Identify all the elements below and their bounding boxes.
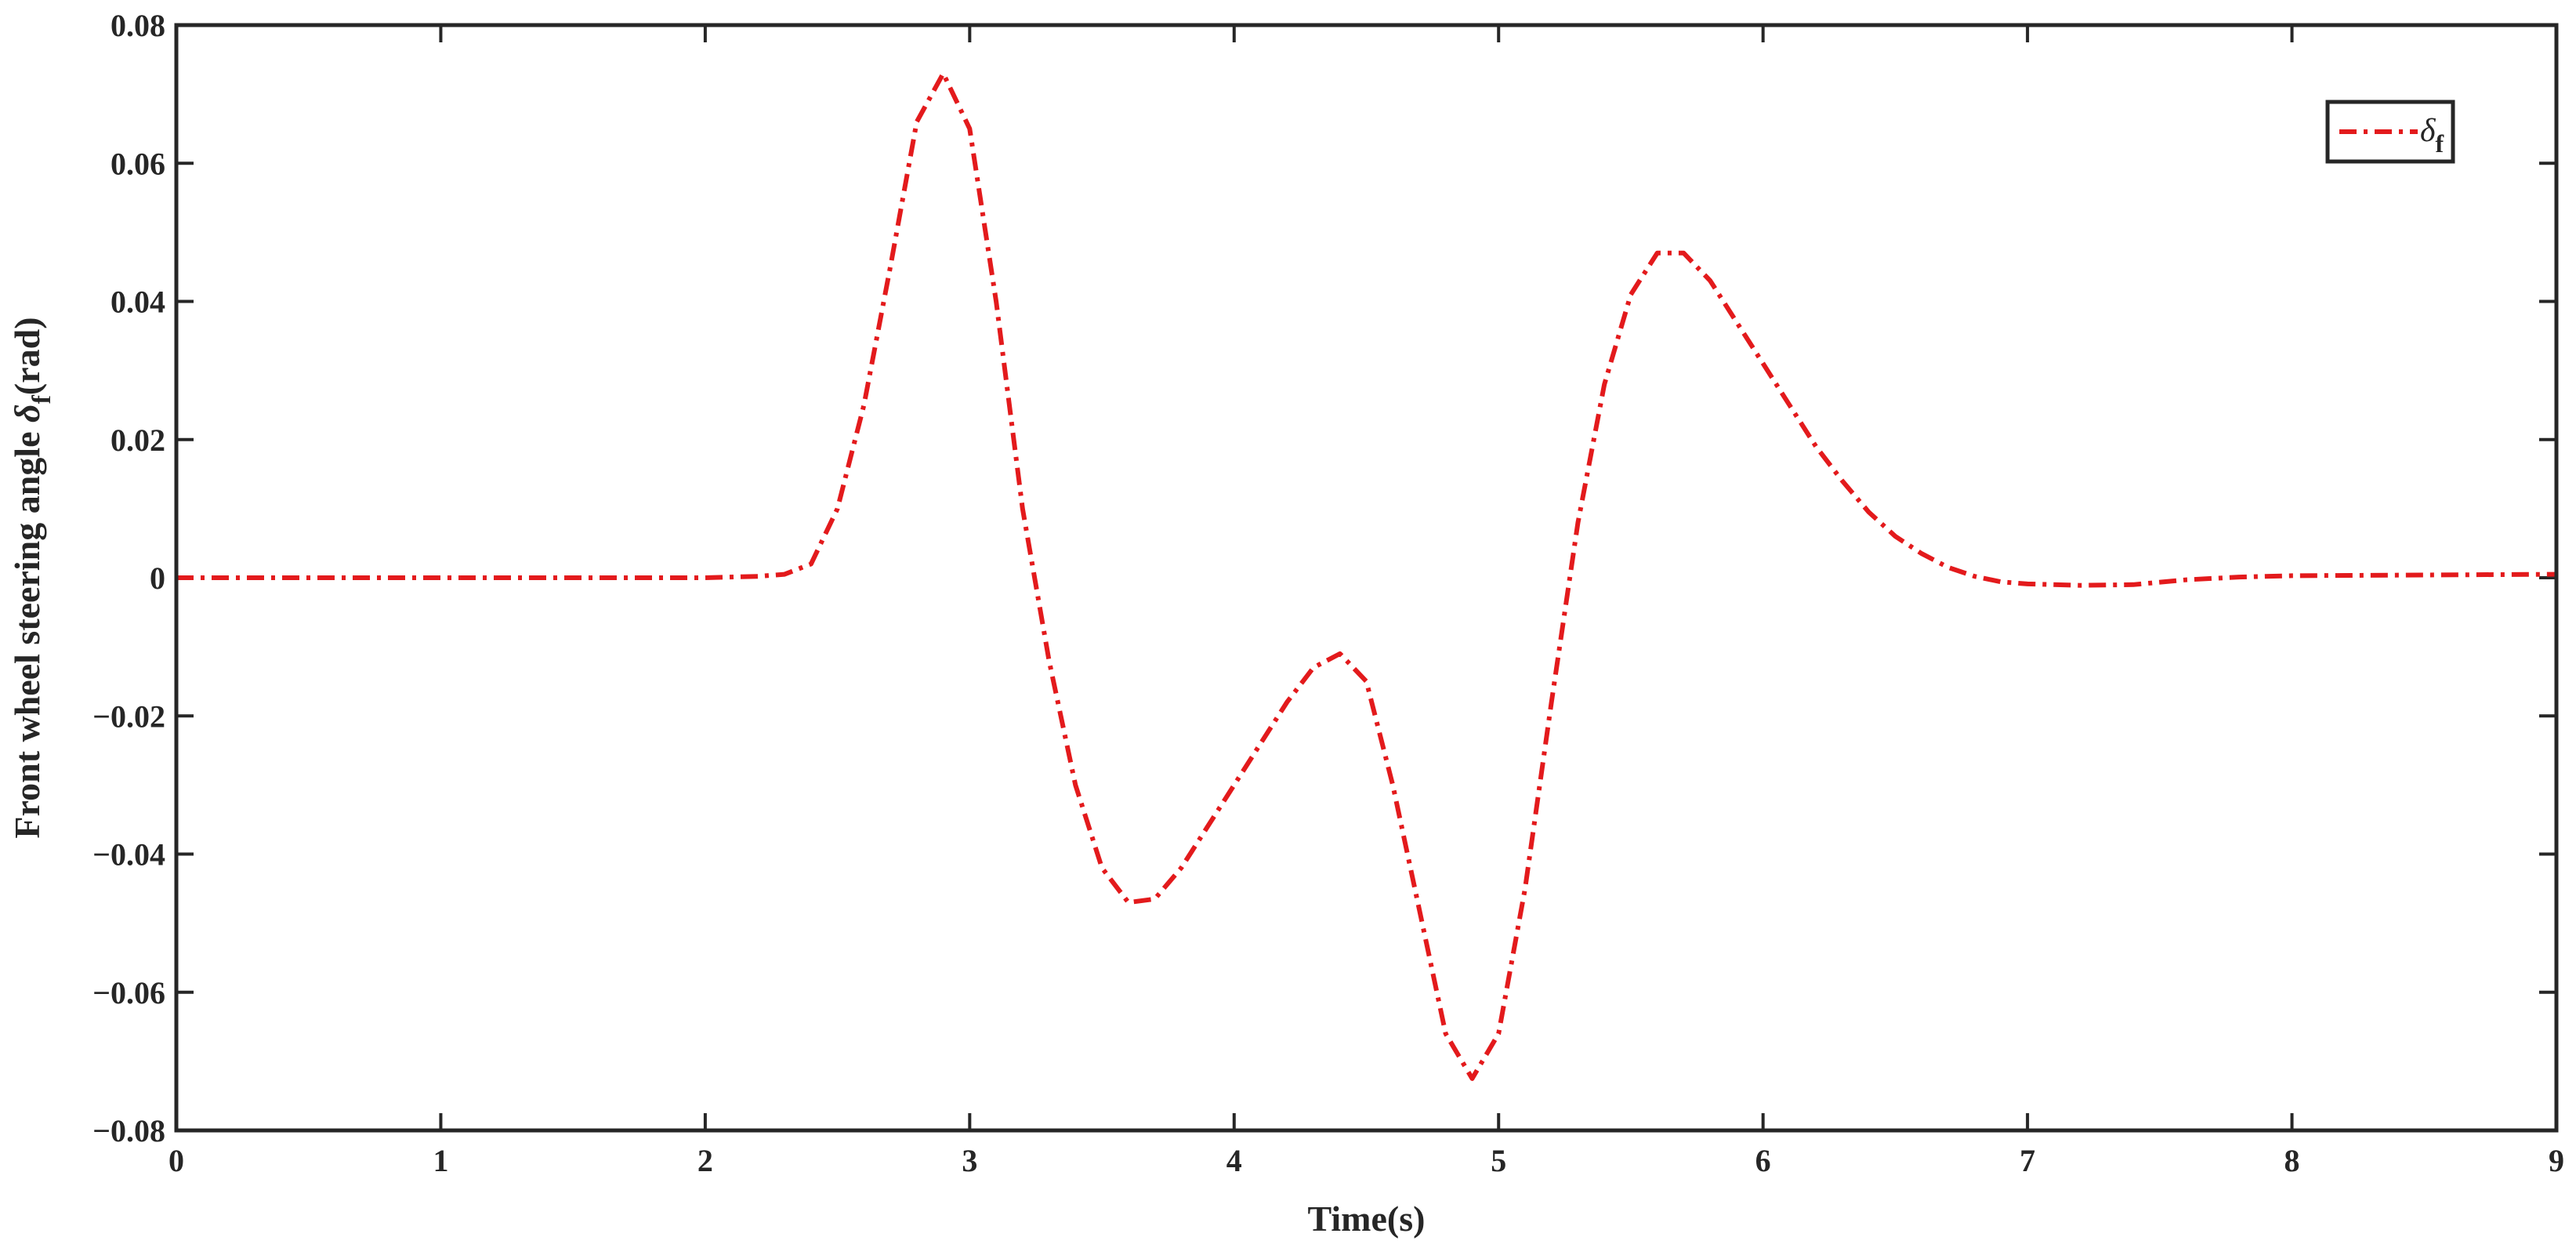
x-tick-label: 3 [962,1143,977,1178]
legend: δf [2325,100,2455,164]
y-tick-label: 0.02 [111,423,165,458]
legend-subscript: f [2436,129,2444,158]
y-axis: −0.08 −0.06 −0.04 −0.02 0 0.02 0.04 0.06 0.08 [92,8,2556,1148]
y-axis-title-subscript: f [27,394,56,404]
x-axis-title: Time(s) [1308,1199,1426,1239]
series-line [176,71,2557,1081]
x-tick-label: 2 [697,1143,713,1178]
y-tick-label: −0.04 [92,837,165,873]
plot-frame [174,23,2559,1133]
y-tick-label: 0.04 [111,285,165,320]
series-layer [176,71,2557,1081]
x-tick-label: 9 [2549,1143,2564,1178]
x-tick-label: 5 [1491,1143,1506,1178]
y-axis-title-suffix: (rad) [7,317,47,395]
legend-label: δf [2420,113,2444,158]
y-tick-label: 0.08 [111,8,165,43]
y-tick-label: 0 [150,561,165,596]
x-tick-label: 4 [1226,1143,1242,1178]
x-tick-label: 8 [2284,1143,2300,1178]
y-axis-title-prefix: Front wheel steering angle [7,423,47,839]
x-tick-label: 7 [2020,1143,2035,1178]
x-tick-label: 6 [1755,1143,1771,1178]
y-axis-title-symbol: δ [7,404,47,423]
y-axis-title: Front wheel steering angle δf(rad) [7,317,56,838]
y-tick-label: −0.08 [92,1113,165,1148]
y-tick-label: −0.02 [92,698,165,734]
svg-text:Front wheel steering angle δf(: Front wheel steering angle δf(rad) [7,317,56,838]
y-tick-label: 0.06 [111,146,165,181]
x-tick-label: 0 [168,1143,184,1178]
legend-symbol: δ [2420,113,2437,149]
x-axis: 0 1 2 3 4 5 6 7 8 9 [168,25,2564,1178]
y-tick-label: −0.06 [92,975,165,1010]
x-tick-label: 1 [433,1143,448,1178]
